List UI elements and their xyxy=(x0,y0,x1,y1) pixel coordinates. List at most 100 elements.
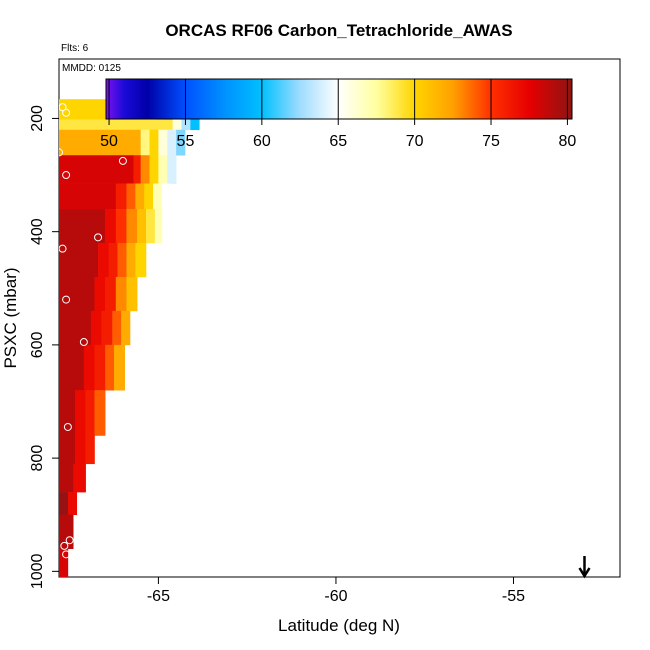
y-tick-label: 600 xyxy=(29,331,46,358)
y-tick-label: 1000 xyxy=(29,553,46,589)
heatmap-cell xyxy=(59,183,117,210)
heatmap-cell xyxy=(115,183,127,210)
flights-label: Flts: 6 xyxy=(61,43,89,54)
heatmap-cell xyxy=(90,310,102,346)
heatmap-cell xyxy=(161,183,170,210)
heatmap-cell xyxy=(126,209,138,244)
sample-point xyxy=(59,103,67,112)
heatmap-cell xyxy=(144,183,154,210)
colorbar: 50 55 60 65 70 75 80 xyxy=(100,78,576,150)
heatmap-cell xyxy=(149,129,159,156)
heatmap-cell xyxy=(94,390,106,436)
date-label: MMDD: 0125 xyxy=(62,63,121,74)
x-axis: -65 -60 -55 xyxy=(147,577,525,605)
colorbar-tick-label: 65 xyxy=(329,133,347,150)
sample-point xyxy=(118,156,127,165)
heatmap-cell xyxy=(59,548,69,577)
heatmap-cell xyxy=(145,209,156,244)
heatmap-cell xyxy=(59,492,69,516)
sample-point xyxy=(65,536,74,545)
heatmap-cell xyxy=(190,119,200,131)
x-tick-label: -60 xyxy=(324,588,347,605)
heatmap-cell xyxy=(98,242,110,278)
colorbar-fill xyxy=(105,78,573,120)
heatmap-cell xyxy=(115,209,127,244)
colorbar-tick-label: 50 xyxy=(100,133,118,150)
y-axis-label: PSXC (mbar) xyxy=(1,267,20,368)
heatmap-cell xyxy=(154,209,163,244)
heatmap-cell xyxy=(85,435,95,465)
heatmap-cell xyxy=(59,514,74,549)
heatmap-cell xyxy=(74,435,86,465)
heatmap-cell xyxy=(115,276,127,312)
y-axis: 200 400 600 800 1000 xyxy=(29,105,59,589)
heatmap-cell xyxy=(105,344,115,391)
heatmap-cell xyxy=(117,242,127,278)
heatmap-cell xyxy=(135,183,145,210)
sample-point xyxy=(59,244,67,253)
heatmap-cell xyxy=(140,129,150,156)
heatmap-cell xyxy=(121,310,131,346)
heatmap-cell xyxy=(176,129,186,156)
heatmap-cell xyxy=(133,155,141,184)
sample-point xyxy=(94,233,103,242)
heatmap-cell xyxy=(67,492,78,516)
y-tick-label: 200 xyxy=(29,105,46,132)
x-axis-label: Latitude (deg N) xyxy=(278,616,400,635)
heatmap-cells xyxy=(59,99,200,577)
heatmap-cell xyxy=(74,390,86,436)
heatmap-cell xyxy=(94,344,106,391)
heatmap-cell xyxy=(108,242,118,278)
heatmap-cell xyxy=(167,129,177,156)
sample-point xyxy=(62,171,71,180)
heatmap-cell xyxy=(85,390,95,436)
heatmap-cell xyxy=(59,129,141,156)
heatmap-cell xyxy=(158,155,168,184)
heatmap-cell xyxy=(140,155,150,184)
heatmap-cell xyxy=(126,242,136,278)
heatmap-cell xyxy=(153,183,163,210)
down-arrow-icon xyxy=(578,556,591,579)
sample-point xyxy=(62,550,71,559)
heatmap-cell xyxy=(83,344,95,391)
heatmap-cell xyxy=(73,463,86,493)
heatmap-cell xyxy=(135,242,147,278)
heatmap-cell xyxy=(101,310,113,346)
heatmap-cell xyxy=(59,463,74,493)
colorbar-tick-label: 60 xyxy=(253,133,271,150)
heatmap-cell xyxy=(105,209,117,244)
sample-point xyxy=(62,108,71,117)
colorbar-tick-label: 70 xyxy=(406,133,424,150)
heatmap-cell xyxy=(158,129,168,156)
heatmap-cell xyxy=(59,242,99,278)
heatmap-cell xyxy=(59,435,76,465)
heatmap-cell xyxy=(181,119,191,131)
y-tick-label: 400 xyxy=(29,218,46,245)
colorbar-tick-label: 75 xyxy=(482,133,500,150)
heatmap-cell xyxy=(126,183,136,210)
heatmap-cell xyxy=(59,344,85,391)
sample-point xyxy=(60,541,69,550)
heatmap-cell xyxy=(172,119,182,131)
sample-point xyxy=(59,148,63,157)
colorbar-tick-label: 80 xyxy=(559,133,577,150)
sample-point xyxy=(79,338,88,347)
heatmap-cell xyxy=(59,390,76,436)
colorbar-tick-label: 55 xyxy=(177,133,195,150)
sample-point xyxy=(62,295,71,304)
x-tick-label: -65 xyxy=(147,588,170,605)
colorbar-ticks: 50 55 60 65 70 75 80 xyxy=(100,79,576,150)
chart-title: ORCAS RF06 Carbon_Tetrachloride_AWAS xyxy=(165,21,512,40)
y-tick-label: 800 xyxy=(29,445,46,472)
heatmap-cell xyxy=(149,155,159,184)
heatmap-cell xyxy=(167,155,177,184)
heatmap-cell xyxy=(59,155,134,184)
heatmap-cell xyxy=(137,209,147,244)
heatmap-cell xyxy=(94,276,106,312)
heatmap-cell xyxy=(59,209,106,244)
x-tick-label: -55 xyxy=(502,588,525,605)
heatmap-cell xyxy=(114,344,125,391)
heatmap-cell xyxy=(59,119,173,131)
sample-point xyxy=(63,422,72,431)
